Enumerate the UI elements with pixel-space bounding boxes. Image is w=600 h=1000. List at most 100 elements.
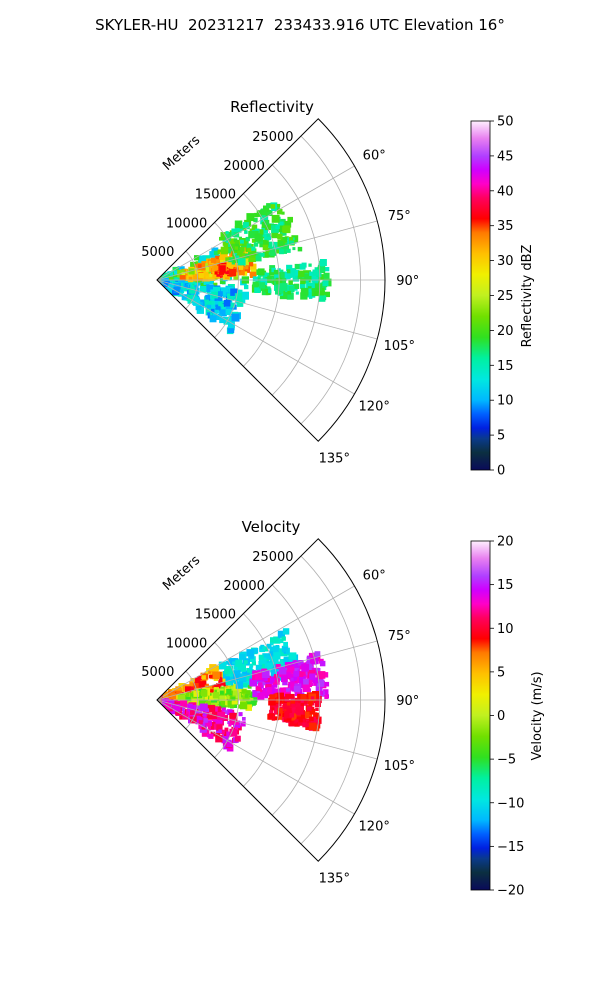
colorbar-tick-label: −15 [497, 840, 524, 855]
echo-gate [194, 270, 202, 278]
echo-gate [269, 694, 276, 700]
echo-gate [240, 239, 244, 244]
echo-gate [254, 212, 259, 218]
echo-gate [194, 273, 198, 277]
echo-gate [199, 301, 203, 306]
echo-gate [258, 682, 263, 687]
azimuth-tick-label: 90° [396, 694, 419, 709]
echo-gate [284, 220, 292, 228]
echo-gate [168, 284, 175, 291]
azimuth-tick-label: 120° [359, 399, 390, 414]
echo-gate [260, 209, 268, 217]
echo-gate [244, 230, 248, 234]
echo-gate [269, 677, 275, 683]
echo-gate [263, 239, 269, 246]
echo-gate [237, 704, 242, 709]
echo-gate [281, 211, 285, 215]
echo-gate [218, 676, 225, 682]
echo-gate [277, 208, 283, 215]
echo-gate [280, 278, 287, 284]
echo-gate [273, 269, 279, 275]
echo-gate [310, 657, 317, 664]
echo-gate [231, 232, 235, 236]
colorbar-tick-label: 15 [497, 578, 514, 593]
echo-gate [228, 268, 237, 277]
echo-gate [185, 696, 191, 702]
echo-gate [187, 705, 194, 712]
echo-gate [309, 673, 316, 680]
echo-gate [224, 668, 230, 675]
echo-gate [200, 703, 208, 712]
echo-gate [325, 267, 330, 272]
echo-gate [293, 702, 298, 707]
echo-gate [260, 278, 268, 285]
echo-gate [277, 692, 284, 700]
echo-gate [222, 678, 227, 682]
echo-gate [252, 276, 258, 282]
echo-gate [192, 699, 199, 705]
echo-gate [215, 716, 223, 724]
echo-gate [213, 259, 220, 266]
echo-gate [199, 299, 207, 307]
echo-gate [277, 630, 285, 638]
echo-gate [214, 293, 223, 301]
echo-gate [190, 710, 195, 715]
echo-gate [297, 671, 304, 677]
echo-gate [289, 652, 297, 660]
echo-gate [243, 660, 248, 665]
echo-gate [269, 269, 276, 276]
echo-gate [204, 696, 209, 701]
azimuth-spoke [156, 699, 355, 815]
echo-gate [212, 692, 219, 699]
echo-gate [272, 241, 280, 250]
echo-gate [217, 249, 223, 255]
echo-gate [298, 270, 305, 278]
echo-gate [288, 285, 295, 293]
echo-gate [262, 646, 266, 650]
reflectivity-panel: Reflectivity 5000 10000 15000 20000 25000 60°… [141, 98, 535, 479]
echo-gate [271, 277, 276, 281]
echo-gate [270, 204, 276, 209]
azimuth-spoke [156, 640, 378, 701]
figure-title: SKYLER-HU 20231217 233433.916 UTC Elevat… [95, 16, 505, 34]
echo-gate [314, 291, 320, 296]
echo-gate [272, 678, 280, 685]
echo-gate [215, 729, 220, 734]
echo-gate [271, 225, 279, 233]
echo-gate [277, 225, 285, 233]
echo-gate [198, 273, 204, 279]
echo-gate [158, 275, 164, 281]
azimuth-spoke [156, 699, 378, 760]
echo-gate [235, 300, 239, 304]
echo-gate [227, 720, 231, 725]
echo-gate [256, 210, 264, 217]
echo-gate [270, 656, 279, 665]
reflectivity-grid: 5000 10000 15000 20000 25000 60° 75° 90° 105° 120… [141, 118, 419, 466]
echo-gate [246, 669, 254, 677]
echo-gate [300, 700, 304, 704]
echo-gate [246, 243, 252, 249]
echo-gate [225, 231, 229, 235]
echo-gate [237, 257, 246, 266]
echo-gate [225, 680, 232, 686]
echo-gate [259, 657, 267, 665]
range-tick-label: 20000 [224, 579, 265, 594]
echo-gate [173, 270, 179, 275]
colorbar-tick-label: 35 [497, 219, 514, 234]
echo-gate [219, 695, 225, 702]
echo-gate [244, 694, 249, 698]
echo-gate [277, 233, 283, 240]
echo-gate [242, 717, 246, 721]
echo-gate [202, 270, 209, 277]
echo-gate [210, 289, 215, 294]
echo-gate [293, 685, 301, 693]
echo-gate [219, 309, 227, 317]
echo-gate [286, 292, 294, 300]
echo-gate [226, 293, 235, 301]
echo-gate [287, 673, 293, 679]
echo-gate [193, 680, 201, 689]
echo-gate [265, 290, 271, 296]
echo-gate [233, 253, 238, 258]
echo-gate [249, 271, 257, 278]
echo-gate [229, 728, 238, 737]
